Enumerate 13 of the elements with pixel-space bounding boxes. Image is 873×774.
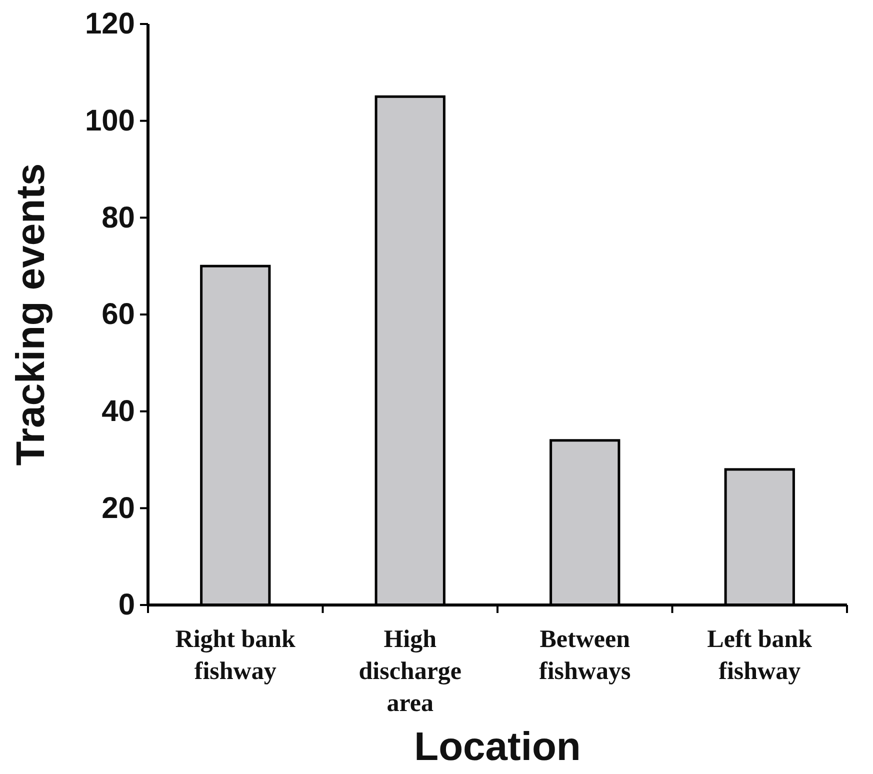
y-tick-label: 100 <box>84 104 135 138</box>
x-tick-label: Right bank fishway <box>175 626 296 685</box>
y-tick-label: 80 <box>102 201 135 234</box>
x-tick-label: High discharge area <box>358 626 462 717</box>
y-tick-label: 20 <box>102 492 135 525</box>
y-tick-label: 40 <box>102 394 135 428</box>
x-axis-title: Location <box>414 725 581 769</box>
x-tick-label: Left bank fishway <box>707 626 812 685</box>
y-tick-label: 120 <box>84 8 135 41</box>
y-tick-label: 60 <box>102 298 135 332</box>
y-tick-label: 0 <box>118 588 135 622</box>
x-tick-label: Between fishways <box>539 626 631 685</box>
y-axis-title: Tracking events <box>9 163 53 466</box>
